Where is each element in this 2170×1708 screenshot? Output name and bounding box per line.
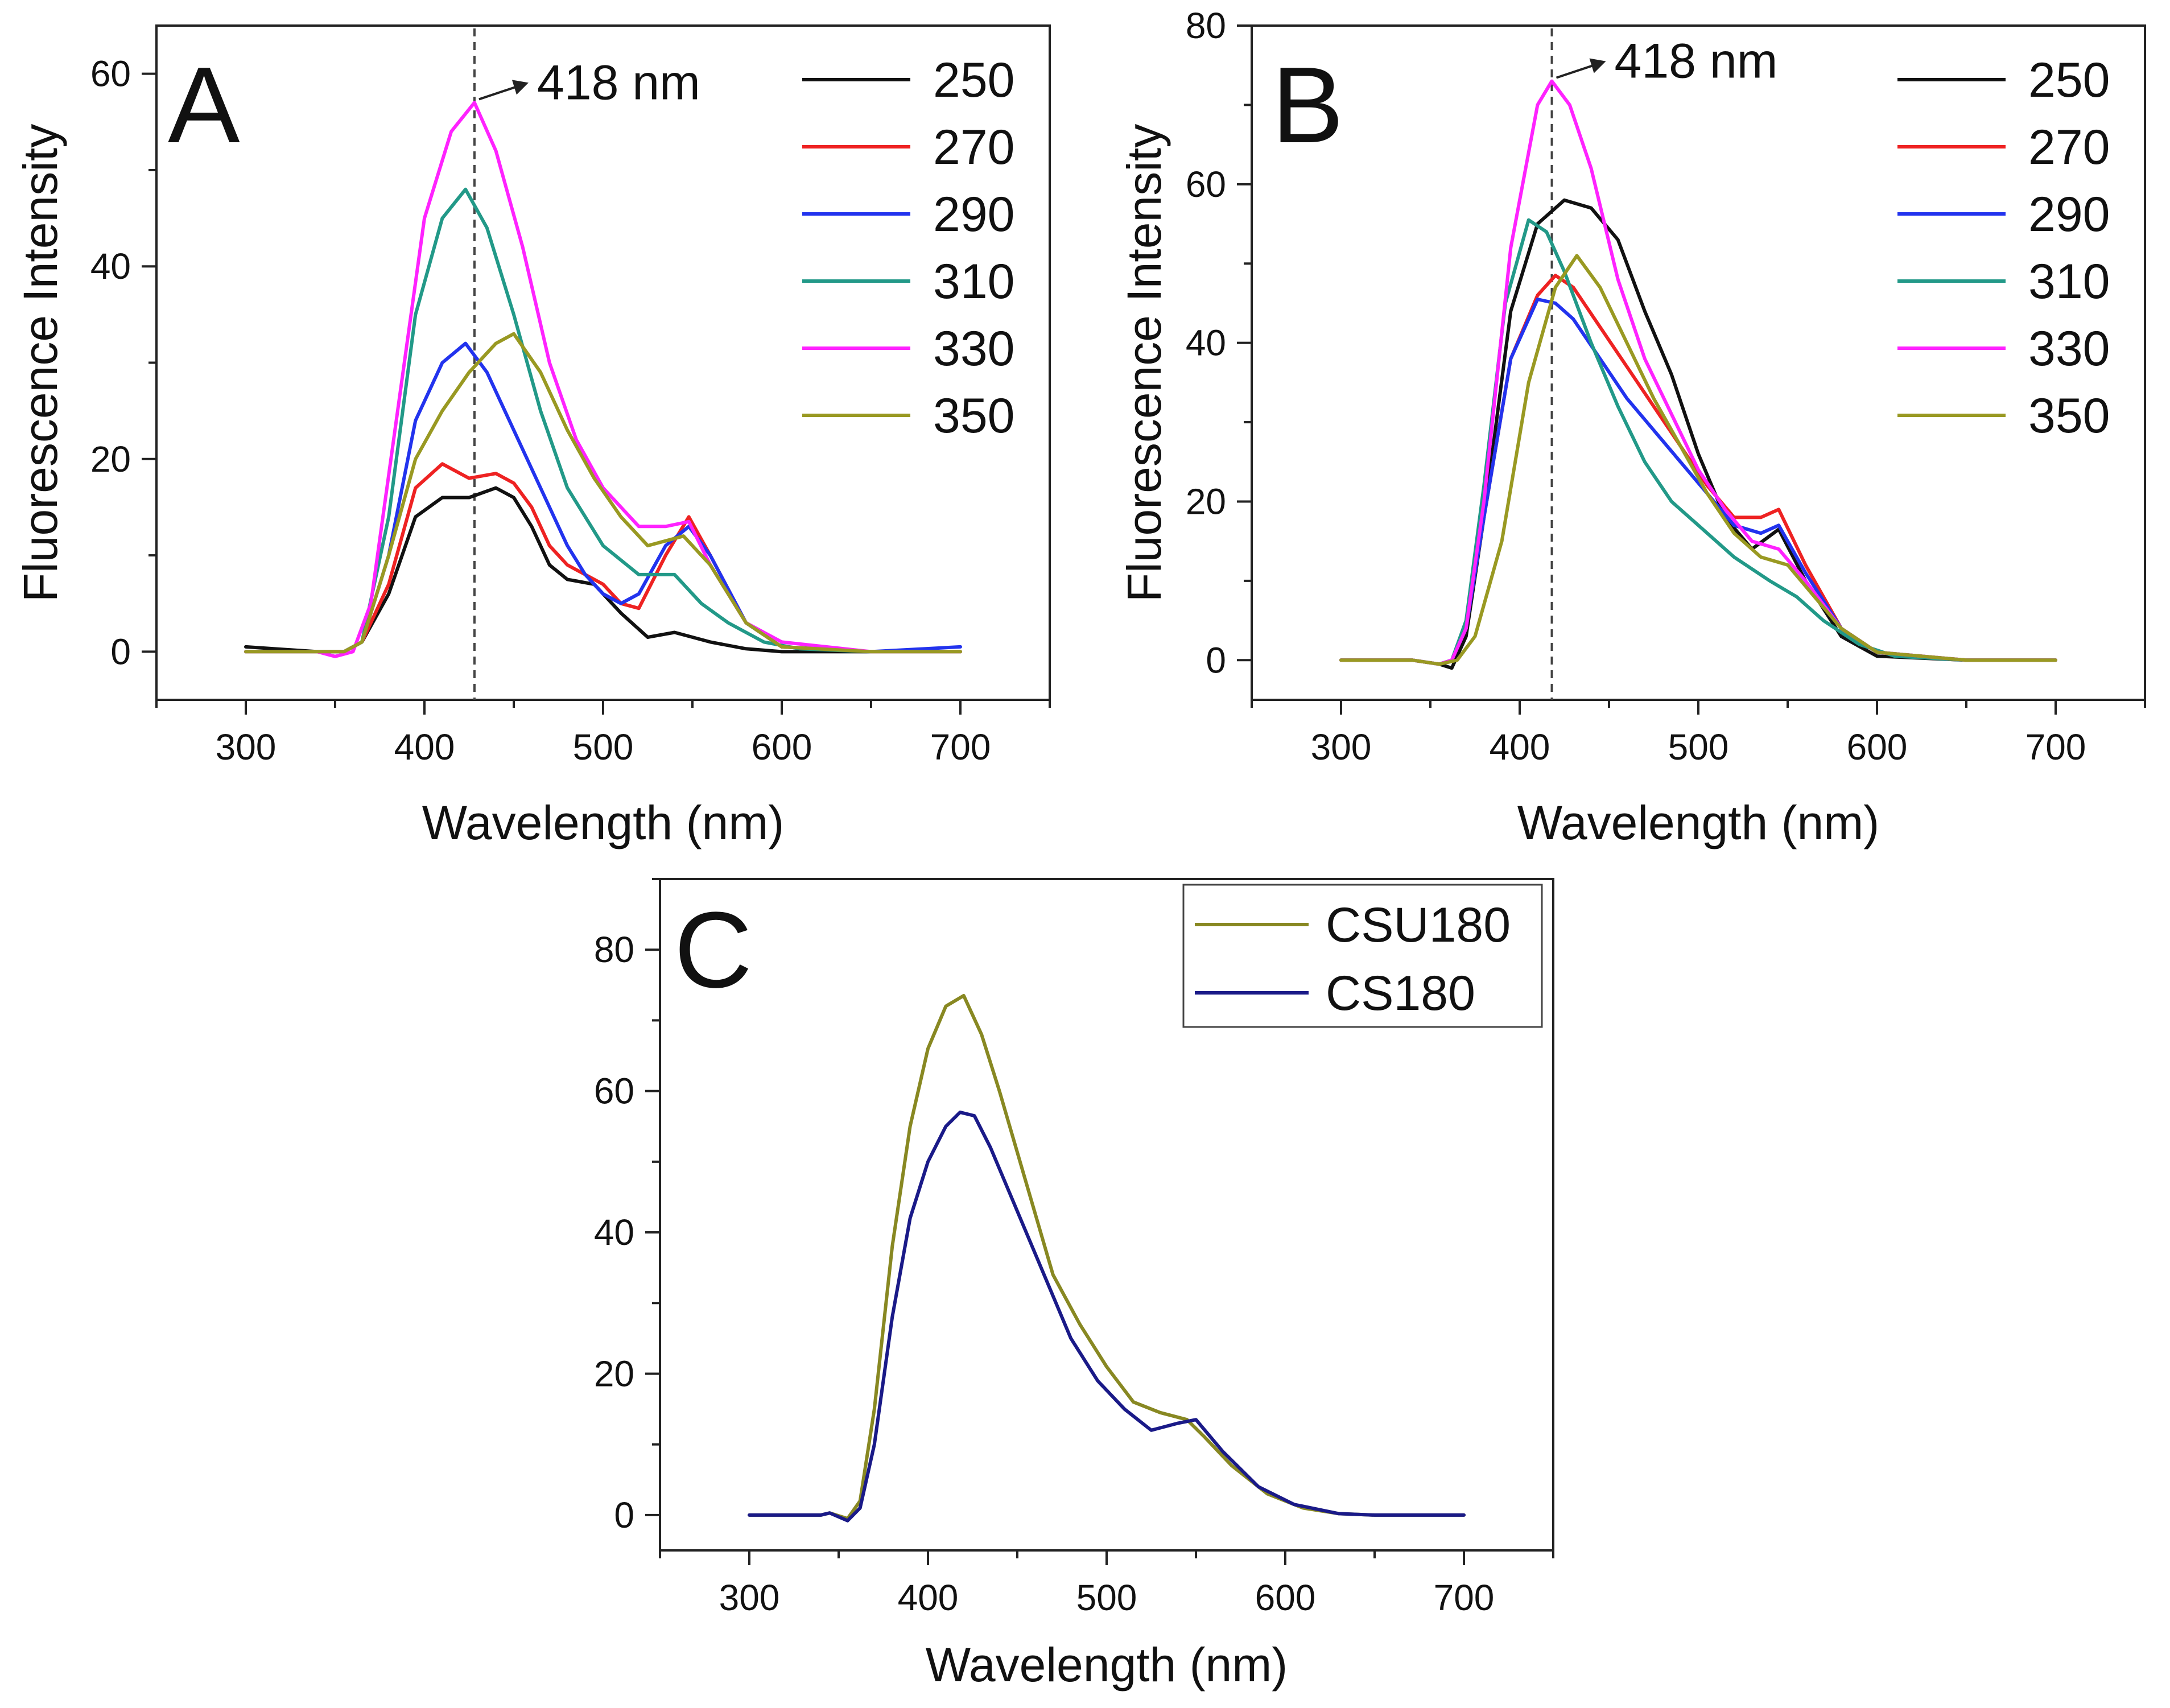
chart-panel-b: 300 400 500 600 700 0 20 40 60 80 Wavelength (nm) F… [1117, 5, 2146, 849]
x-tick-label: 400 [898, 1577, 959, 1618]
legend-box [1182, 884, 1543, 1028]
legend-label-290: 290 [933, 187, 1015, 242]
plot-frame [155, 24, 1051, 701]
x-axis-label: Wavelength (nm) [1517, 796, 1879, 849]
series-line-290 [1339, 298, 2057, 666]
y-tick-label: 0 [614, 1495, 634, 1536]
legend-label-290: 290 [2028, 187, 2110, 242]
y-tick-label: 80 [1186, 5, 1226, 46]
legend-label-250: 250 [2028, 53, 2110, 108]
x-tick-label: 300 [1311, 727, 1372, 768]
panel-letter-a: A [168, 45, 240, 166]
chart-panel-c: 300 400 500 600 700 0 20 40 60 80 Wavelength (nm) C… [594, 878, 1554, 1692]
y-tick-label: 40 [90, 246, 131, 287]
legend-label-cs180: CS180 [1326, 966, 1475, 1021]
legend-label-310: 310 [2028, 254, 2110, 309]
annotation-arrowhead [511, 80, 529, 95]
x-axis-label: Wavelength (nm) [926, 1638, 1288, 1692]
x-tick-label: 600 [1255, 1577, 1316, 1618]
y-tick-label: 60 [90, 53, 131, 94]
y-tick-label: 60 [1186, 164, 1226, 205]
series-line-csu180 [748, 993, 1466, 1521]
x-tick-label: 400 [394, 727, 455, 768]
y-tick-label: 80 [594, 929, 634, 970]
x-tick-label: 700 [930, 727, 991, 768]
series-line-290 [244, 341, 962, 654]
y-tick-label: 20 [90, 439, 131, 480]
x-tick-label: 700 [1434, 1577, 1495, 1618]
y-axis-label: Fluorescence Intensity [14, 124, 67, 602]
x-tick-label: 500 [573, 727, 634, 768]
x-tick-label: 500 [1668, 727, 1729, 768]
y-tick-label: 40 [1186, 323, 1226, 364]
legend-label-330: 330 [2028, 321, 2110, 376]
x-tick-label: 300 [719, 1577, 780, 1618]
legend-label-270: 270 [2028, 120, 2110, 175]
annotation-arrow [478, 84, 521, 101]
legend-label-270: 270 [933, 120, 1015, 175]
x-tick-label: 600 [752, 727, 812, 768]
series-line-350 [1339, 254, 2057, 666]
series-line-330 [1339, 79, 2057, 666]
annotation-arrow [1556, 63, 1598, 79]
y-axis-label: Fluorescence Intensity [1117, 124, 1171, 602]
y-tick-label: 60 [594, 1071, 634, 1112]
annotation-arrowhead [1589, 58, 1606, 73]
legend-label-250: 250 [933, 53, 1015, 108]
y-tick-label: 0 [110, 631, 131, 672]
series-line-350 [244, 332, 962, 654]
series-line-250 [1339, 198, 2057, 670]
x-tick-label: 400 [1490, 727, 1550, 768]
legend-label-330: 330 [933, 321, 1015, 376]
y-tick-label: 0 [1206, 640, 1226, 680]
legend-label-350: 350 [933, 389, 1015, 443]
legend-label-csu180: CSU180 [1326, 898, 1511, 952]
x-tick-label: 500 [1076, 1577, 1137, 1618]
y-tick-label: 20 [594, 1353, 634, 1394]
y-tick-label: 20 [1186, 481, 1226, 522]
x-axis-label: Wavelength (nm) [422, 796, 784, 849]
plot-frame [1251, 24, 2146, 701]
chart-panel-a: 300 400 500 600 700 0 20 40 60 Wavelength (nm) Flu… [14, 24, 1051, 849]
x-tick-label: 600 [1847, 727, 1908, 768]
annotation-label: 418 nm [537, 55, 700, 110]
y-tick-label: 40 [594, 1212, 634, 1253]
annotation-label: 418 nm [1615, 34, 1778, 89]
legend-label-350: 350 [2028, 389, 2110, 443]
panel-letter-b: B [1272, 45, 1344, 166]
legend-label-310: 310 [933, 254, 1015, 309]
series-line-250 [244, 486, 962, 654]
x-tick-label: 300 [216, 727, 277, 768]
series-line-330 [244, 101, 962, 658]
x-tick-label: 700 [2025, 727, 2086, 768]
panel-letter-c: C [674, 890, 752, 1010]
series-line-310 [1339, 218, 2057, 666]
series-line-cs180 [748, 1110, 1466, 1523]
